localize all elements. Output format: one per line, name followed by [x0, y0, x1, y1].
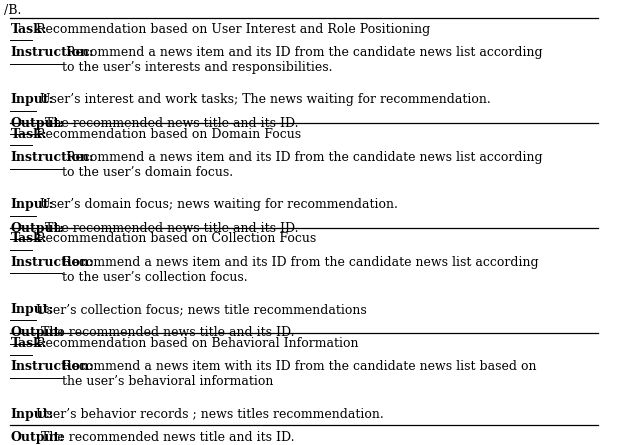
- Text: Output:: Output:: [10, 117, 65, 130]
- Text: Recommend a news item and its ID from the candidate news list according
to the u: Recommend a news item and its ID from th…: [63, 151, 543, 179]
- Text: Input:: Input:: [10, 303, 54, 316]
- Text: Recommendation based on Domain Focus: Recommendation based on Domain Focus: [32, 128, 301, 141]
- Text: Instruction:: Instruction:: [10, 360, 94, 373]
- Text: User’s collection focus; news title recommendations: User’s collection focus; news title reco…: [36, 303, 367, 316]
- Text: User’s interest and work tasks; The news waiting for recommendation.: User’s interest and work tasks; The news…: [36, 93, 491, 106]
- Text: Recommendation based on Behavioral Information: Recommendation based on Behavioral Infor…: [32, 337, 358, 350]
- Text: Task:: Task:: [10, 337, 47, 350]
- Text: Recommend a news item and its ID from the candidate news list according
to the u: Recommend a news item and its ID from th…: [63, 46, 543, 74]
- Text: Output:: Output:: [10, 326, 65, 339]
- Text: Task:: Task:: [10, 23, 47, 36]
- Text: Recommend a news item with its ID from the candidate news list based on
the user: Recommend a news item with its ID from t…: [63, 360, 537, 388]
- Text: The recommended news title and its ID.: The recommended news title and its ID.: [41, 117, 298, 130]
- Text: Instruction:: Instruction:: [10, 256, 94, 269]
- Text: Instruction:: Instruction:: [10, 46, 94, 59]
- Text: Recommendation based on Collection Focus: Recommendation based on Collection Focus: [32, 232, 316, 245]
- Text: Input:: Input:: [10, 93, 54, 106]
- Text: Recommendation based on User Interest and Role Positioning: Recommendation based on User Interest an…: [32, 23, 430, 36]
- Text: Output:: Output:: [10, 222, 65, 235]
- Text: Recommend a news item and its ID from the candidate news list according
to the u: Recommend a news item and its ID from th…: [63, 256, 539, 284]
- Text: Task:: Task:: [10, 128, 47, 141]
- Text: The recommended news title and its ID.: The recommended news title and its ID.: [41, 326, 294, 339]
- Text: The recommended news title and its ID.: The recommended news title and its ID.: [41, 222, 298, 235]
- Text: Output:: Output:: [10, 431, 65, 444]
- Text: /B.: /B.: [4, 4, 22, 16]
- Text: User’s domain focus; news waiting for recommendation.: User’s domain focus; news waiting for re…: [36, 198, 398, 211]
- Text: Input:: Input:: [10, 198, 54, 211]
- Text: The recommended news title and its ID.: The recommended news title and its ID.: [41, 431, 294, 444]
- Text: Task:: Task:: [10, 232, 47, 245]
- Text: Instruction:: Instruction:: [10, 151, 94, 164]
- Text: User’s behavior records ; news titles recommendation.: User’s behavior records ; news titles re…: [36, 408, 384, 421]
- Text: Input:: Input:: [10, 408, 54, 421]
